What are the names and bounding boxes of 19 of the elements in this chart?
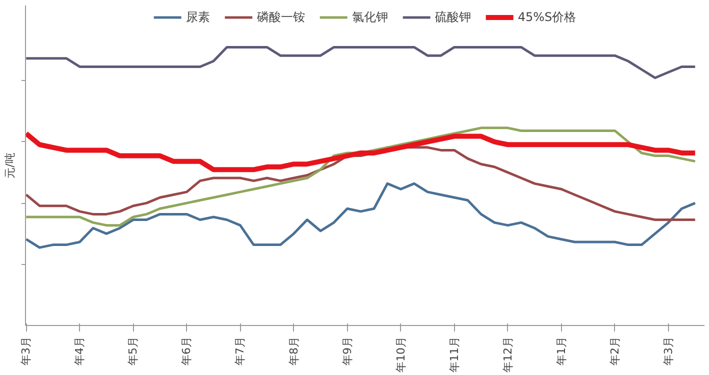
x-tick-label: 年4月 [73,336,86,366]
x-tick-label: 年9月 [340,336,354,366]
legend-label: 氯化钾 [352,8,388,26]
x-tick-label: 年12月 [501,336,514,372]
x-tick-label: 年7月 [234,336,247,366]
x-tick-label: 年8月 [287,336,300,366]
x-tick-label: 年6月 [180,336,194,366]
legend-label: 磷酸一铵 [256,8,305,26]
x-tick-label: 年3月 [662,336,675,366]
x-tick-label: 年5月 [126,336,140,366]
y-axis-title: 元/吨 [4,152,16,178]
x-tick-label: 年10月 [394,336,408,372]
legend-label: 硫酸钾 [434,8,471,26]
x-tick-label: 年2月 [608,336,622,366]
legend-label: 45%S价格 [518,8,576,26]
x-tick-label: 年11月 [448,336,461,372]
x-tick-label: 年1月 [554,336,568,366]
legend-label: 尿素 [186,8,210,26]
x-tick-label: 年3月 [20,336,33,366]
